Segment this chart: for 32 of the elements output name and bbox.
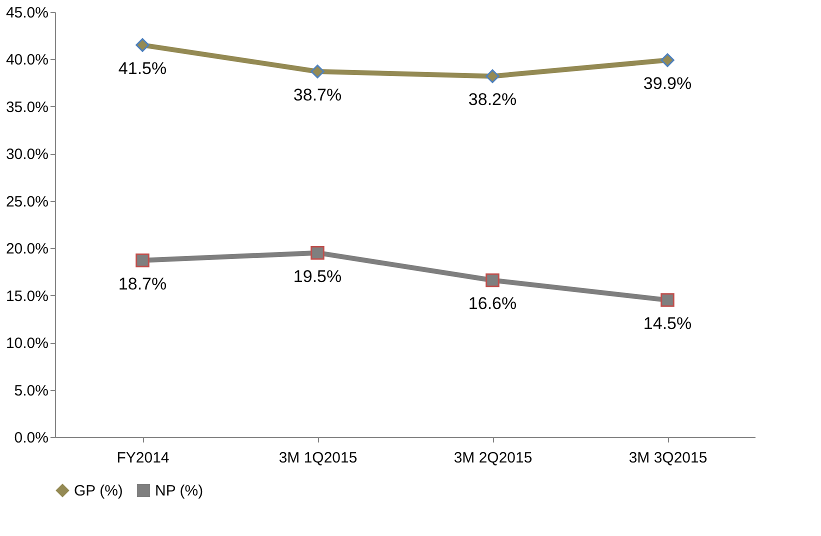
y-tick-label: 10.0% <box>6 335 48 352</box>
y-tick-label: 30.0% <box>6 146 48 164</box>
y-tick-label: 35.0% <box>6 98 48 116</box>
x-tick-label: 3M 3Q2015 <box>628 450 708 466</box>
y-tick-label: 45.0% <box>6 4 48 22</box>
y-tick-label: 0.0% <box>14 430 48 446</box>
legend-label: NP (%) <box>155 482 204 500</box>
data-label: 18.7% <box>118 274 167 294</box>
y-tick-label: 15.0% <box>6 288 48 305</box>
data-label: 39.9% <box>643 74 692 94</box>
data-label: 41.5% <box>118 59 167 78</box>
data-label: 19.5% <box>293 266 342 286</box>
data-label: 38.2% <box>468 90 517 110</box>
legend-label: GP (%) <box>74 482 123 500</box>
y-tick-label: 25.0% <box>6 193 48 210</box>
data-label: 14.5% <box>643 314 692 334</box>
point <box>660 53 674 68</box>
x-tick-label: 3M 2Q2015 <box>454 450 532 466</box>
y-tick-label: 20.0% <box>6 240 48 258</box>
point <box>136 254 150 268</box>
y-tick-label: 40.0% <box>6 52 48 69</box>
point <box>136 38 150 52</box>
data-label: 38.7% <box>293 86 342 104</box>
point <box>486 273 500 288</box>
x-tick-label: FY2014 <box>116 450 170 466</box>
x-tick-label: 3M 1Q2015 <box>278 450 358 466</box>
point <box>310 246 324 260</box>
point <box>310 64 324 78</box>
point <box>660 293 674 307</box>
point <box>486 69 500 84</box>
y-tick-label: 5.0% <box>14 382 48 400</box>
data-label: 16.6% <box>468 294 517 314</box>
